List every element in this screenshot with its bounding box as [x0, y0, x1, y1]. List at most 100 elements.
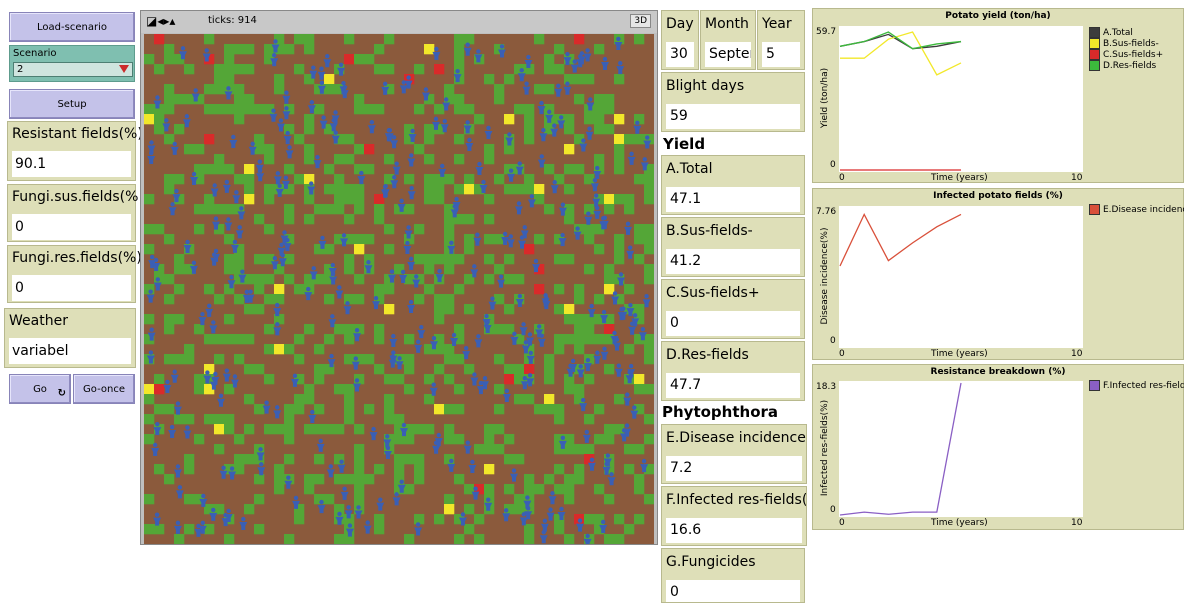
agent-body: [515, 166, 524, 175]
agent-body: [550, 128, 559, 137]
resistant-field-patch: [554, 254, 565, 265]
farmer-agent-icon: [582, 429, 591, 443]
3d-view-button[interactable]: 3D: [630, 14, 651, 28]
resistant-field-patch: [334, 234, 345, 245]
resistant-field-patch: [384, 224, 395, 235]
farmer-agent-icon: [199, 493, 208, 507]
resistant-field-patch: [274, 84, 285, 95]
legend-entry: C.Sus-fields+: [1089, 49, 1163, 60]
world-canvas[interactable]: [144, 34, 654, 544]
agent-head: [409, 186, 414, 191]
resistant-field-patch: [454, 44, 465, 55]
agent-body: [280, 235, 289, 244]
agent-head: [465, 42, 470, 47]
resistant-field-patch: [264, 424, 275, 435]
weather-value[interactable]: variabel: [9, 338, 131, 364]
farmer-agent-icon: [429, 382, 438, 396]
agent-body: [583, 538, 592, 544]
resistant-field-patch: [414, 464, 425, 475]
resistant-field-patch: [584, 114, 595, 125]
agent-head: [341, 81, 346, 86]
resistant-field-patch: [354, 454, 365, 465]
farmer-agent-icon: [519, 322, 528, 336]
agent-head: [286, 475, 291, 480]
agent-head: [602, 56, 608, 62]
agent-body: [172, 194, 181, 203]
resistant-field-patch: [224, 164, 235, 175]
agent-body: [363, 525, 372, 534]
resistant-field-patch: [344, 414, 355, 425]
resistant-field-patch: [504, 364, 515, 375]
agent-body: [627, 156, 636, 165]
resistant-field-patch: [494, 84, 505, 95]
farmer-agent-icon: [593, 165, 602, 180]
agent-body: [308, 415, 317, 424]
resistant-field-patch: [394, 204, 405, 215]
resistant-field-patch: [424, 254, 435, 265]
fungi-sus-fields-input[interactable]: Fungi.sus.fields(% 0: [7, 184, 138, 242]
agent-head: [211, 252, 217, 257]
resistant-field-patch: [454, 354, 465, 365]
agent-body: [431, 121, 440, 130]
resistant-field-patch: [534, 34, 545, 45]
agent-body: [273, 308, 282, 317]
scenario-chooser[interactable]: Scenario 2: [9, 45, 135, 82]
month-monitor: Month Septeml: [700, 10, 756, 70]
agent-body: [507, 173, 516, 182]
resistant-field-patch: [354, 274, 365, 285]
resistant-field-patch: [444, 424, 455, 435]
resistant-field-patch: [454, 134, 465, 145]
setup-button[interactable]: Setup: [9, 89, 135, 119]
resistant-field-patch: [254, 274, 265, 285]
weather-input[interactable]: Weather variabel: [4, 308, 136, 368]
farmer-agent-icon: [162, 118, 171, 132]
agent-head: [601, 309, 607, 315]
agent-body: [307, 105, 316, 114]
agent-head: [476, 49, 481, 54]
resistant-field-patch: [604, 364, 615, 375]
load-scenario-button[interactable]: Load-scenario: [9, 12, 135, 42]
resistant-field-patch: [584, 234, 595, 245]
resistant-field-patch: [454, 324, 465, 335]
infected-field-patch: [474, 484, 485, 495]
agent-body: [614, 368, 623, 377]
resistant-field-patch: [454, 94, 465, 105]
resistant-field-patch: [414, 424, 425, 435]
resistant-field-patch: [394, 264, 405, 275]
agent-head: [465, 440, 470, 445]
resistant-field-patch: [574, 334, 585, 345]
agent-head: [287, 145, 292, 150]
resistant-field-patch: [544, 84, 555, 95]
view-controls-icon[interactable]: ◪◂▸▴: [146, 14, 176, 28]
resistant-field-patch: [464, 214, 475, 225]
agent-body: [627, 369, 636, 378]
resistant-field-patch: [344, 294, 355, 305]
farmer-agent-icon: [623, 392, 632, 406]
infected-field-patch: [584, 454, 595, 465]
farmer-agent-icon: [550, 123, 559, 137]
fungi-res-fields-value[interactable]: 0: [12, 275, 131, 301]
resistant-field-patch: [514, 104, 525, 115]
resistant-fields-input[interactable]: Resistant fields(%) 90.1: [7, 121, 143, 181]
scenario-select[interactable]: 2: [13, 62, 133, 77]
resistant-field-patch: [544, 404, 555, 415]
farmer-agent-icon: [242, 289, 251, 303]
farmer-agent-icon: [219, 465, 228, 479]
agent-body: [319, 120, 328, 129]
resistant-field-patch: [614, 164, 625, 175]
resistant-field-patch: [544, 354, 555, 365]
fungi-sus-fields-value[interactable]: 0: [12, 214, 131, 240]
fungi-res-fields-input[interactable]: Fungi.res.fields(%) 0: [7, 245, 142, 303]
farmer-agent-icon: [514, 201, 523, 215]
agent-head: [275, 405, 280, 410]
resistant-field-patch: [584, 514, 595, 525]
go-once-button[interactable]: Go-once: [73, 374, 135, 404]
farmer-agent-icon: [239, 516, 248, 531]
resistant-fields-value[interactable]: 90.1: [12, 151, 131, 177]
fungicides-value: 0: [666, 580, 800, 602]
resistant-field-patch: [564, 474, 575, 485]
legend-label: B.Sus-fields-: [1103, 38, 1159, 49]
farmer-agent-icon: [450, 332, 459, 347]
resistant-field-patch: [564, 214, 575, 225]
go-button[interactable]: Go ↻: [9, 374, 71, 404]
